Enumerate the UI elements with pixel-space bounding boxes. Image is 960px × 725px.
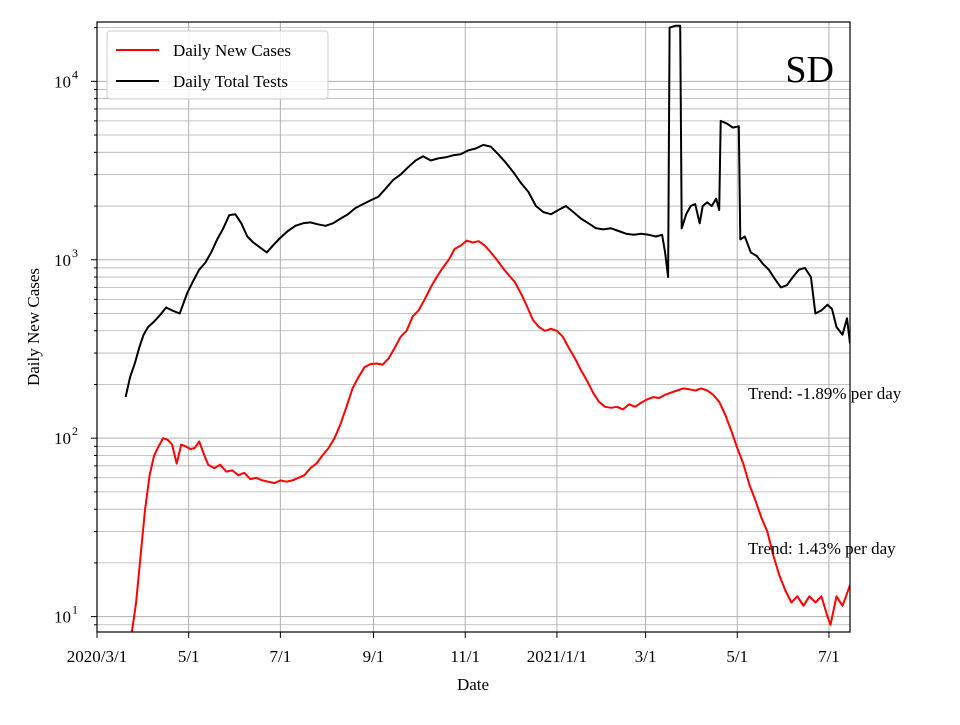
x-tick-label: 7/1 — [269, 647, 291, 666]
y-tick-label-exponent: 4 — [72, 67, 78, 81]
trend-annotation-cases: Trend: 1.43% per day — [748, 539, 896, 558]
legend-label-cases: Daily New Cases — [173, 41, 291, 60]
x-tick-label: 11/1 — [450, 647, 480, 666]
y-tick-label: 10 2 — [54, 424, 78, 448]
x-tick-label: 5/1 — [178, 647, 200, 666]
y-tick-label-exponent: 1 — [72, 603, 78, 617]
x-tick-label: 2020/3/1 — [67, 647, 127, 666]
series-line-daily-total-tests — [124, 24, 850, 398]
y-tick-label-exponent: 2 — [72, 424, 78, 438]
x-tick-label: 9/1 — [363, 647, 385, 666]
legend: Daily New Cases Daily Total Tests — [106, 30, 329, 100]
series-layer — [124, 24, 850, 632]
y-tick-label-exponent: 3 — [72, 246, 78, 260]
legend-frame — [106, 30, 329, 100]
legend-label-tests: Daily Total Tests — [173, 72, 288, 91]
grid — [96, 22, 850, 632]
y-tick-label: 10 4 — [54, 67, 78, 91]
y-tick-label: 10 1 — [54, 603, 78, 627]
x-tick-label: 5/1 — [726, 647, 748, 666]
plot-frame — [96, 21, 851, 633]
y-tick-label-base: 10 — [54, 72, 71, 91]
y-tick-label-base: 10 — [54, 251, 71, 270]
x-tick-label: 2021/1/1 — [527, 647, 587, 666]
x-tick-label: 7/1 — [818, 647, 840, 666]
trend-annotation-tests: Trend: -1.89% per day — [748, 384, 902, 403]
y-tick-label-base: 10 — [54, 608, 71, 627]
x-tick-label: 3/1 — [635, 647, 657, 666]
state-label: SD — [785, 49, 834, 91]
x-axis-label: Date — [457, 675, 489, 694]
series-line-daily-new-cases — [130, 239, 850, 632]
axis-ticks: 2020/3/1 5/1 7/1 9/1 11/1 2021/1/1 3/1 5/1 7/1 10… — [54, 27, 840, 666]
y-axis-label: Daily New Cases — [24, 268, 43, 386]
y-tick-label: 10 3 — [54, 246, 78, 270]
y-tick-label-base: 10 — [54, 429, 71, 448]
